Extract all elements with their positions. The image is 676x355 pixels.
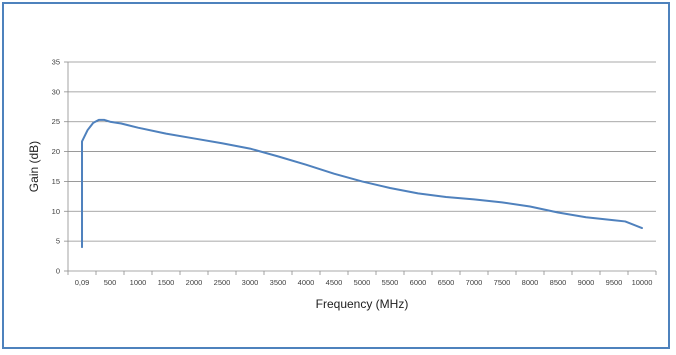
x-tick-label: 7000 bbox=[466, 278, 483, 287]
x-tick-label: 7500 bbox=[494, 278, 511, 287]
x-tick-label: 2500 bbox=[214, 278, 231, 287]
x-tick-label: 3000 bbox=[242, 278, 259, 287]
x-tick-label: 5500 bbox=[382, 278, 399, 287]
x-tick-label: 0,09 bbox=[75, 278, 90, 287]
x-tick-label: 500 bbox=[104, 278, 117, 287]
x-tick-label: 3500 bbox=[270, 278, 287, 287]
x-tick-label: 8500 bbox=[550, 278, 567, 287]
x-tick-label: 9000 bbox=[578, 278, 595, 287]
series-line-0 bbox=[81, 118, 643, 249]
x-tick-label: 1500 bbox=[158, 278, 175, 287]
y-tick-label: 35 bbox=[52, 58, 60, 67]
y-tick-label: 10 bbox=[52, 207, 60, 216]
y-tick-label: 5 bbox=[56, 237, 60, 246]
y-axis-title: Gain (dB) bbox=[27, 141, 41, 192]
x-tick-label: 4500 bbox=[326, 278, 343, 287]
x-tick-label: 1000 bbox=[130, 278, 147, 287]
y-tick-label: 20 bbox=[52, 147, 60, 156]
x-tick-label: 10000 bbox=[632, 278, 653, 287]
x-axis-title: Frequency (MHz) bbox=[316, 297, 409, 311]
line-chart: 0 5 10 15 20 25 30 35 0,09 500 1000 1500 2000 2500 300… bbox=[27, 58, 657, 311]
x-tick-label: 6500 bbox=[438, 278, 455, 287]
x-tick-label: 6000 bbox=[410, 278, 427, 287]
x-tick-label: 2000 bbox=[186, 278, 203, 287]
x-tick-label: 5000 bbox=[354, 278, 371, 287]
x-tick-label: 4000 bbox=[298, 278, 315, 287]
y-tick-label: 15 bbox=[52, 177, 60, 186]
x-tick-label: 9500 bbox=[606, 278, 623, 287]
y-tick-label: 30 bbox=[52, 87, 60, 96]
y-tick-label: 0 bbox=[56, 267, 60, 276]
chart-frame: 0 5 10 15 20 25 30 35 0,09 500 1000 1500 2000 2500 300… bbox=[2, 2, 670, 349]
y-tick-label: 25 bbox=[52, 117, 60, 126]
x-tick-label: 8000 bbox=[522, 278, 539, 287]
